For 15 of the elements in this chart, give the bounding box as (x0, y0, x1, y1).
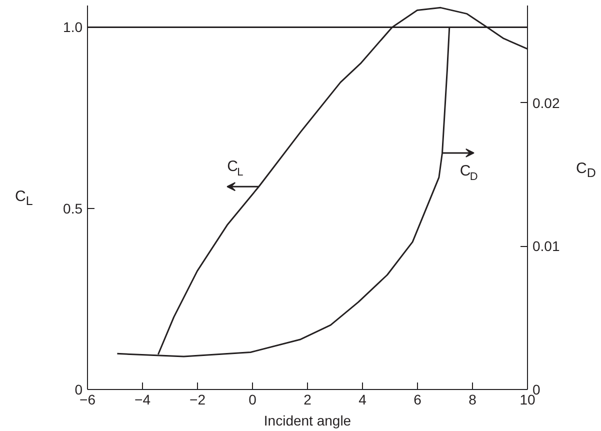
y2-tick-label: 0.02 (532, 94, 560, 111)
y-tick-label: 0 (74, 382, 83, 398)
x-tick-label: −2 (190, 392, 206, 408)
y-tick-label: 0.5 (63, 200, 83, 216)
y-axis-title: C$_{L}$ (15, 187, 33, 210)
x-axis-title: Incident angle (264, 412, 352, 428)
y-tick-label: 1.0 (63, 19, 83, 36)
y2-axis-title: C$_{D}$ (576, 159, 596, 182)
x-tick-label: 2 (304, 392, 312, 408)
y2-tick-label: 0.01 (532, 238, 560, 254)
x-tick-label: 0 (248, 392, 257, 408)
x-tick-label: 4 (358, 392, 367, 408)
x-tick-label: 6 (414, 392, 422, 408)
x-tick-label: −4 (134, 392, 151, 408)
x-tick-label: 8 (468, 392, 477, 408)
